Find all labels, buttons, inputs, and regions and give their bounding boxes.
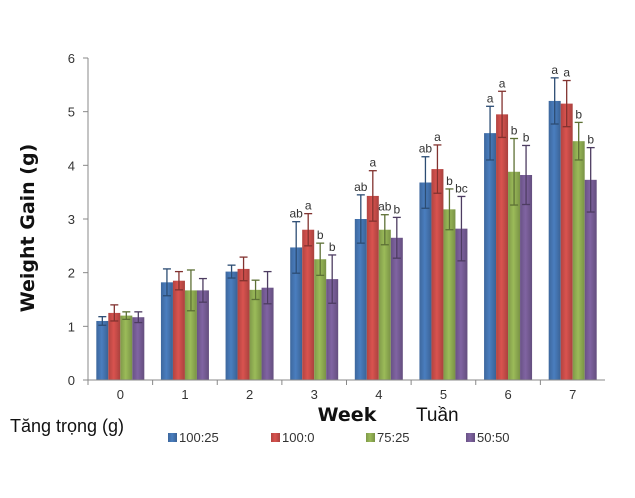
bar-100:0-week-4 <box>366 195 379 380</box>
bar-100:0-week-3 <box>302 229 315 380</box>
x-tick-label: 3 <box>311 387 318 402</box>
bar-50:50-week-2 <box>261 287 274 380</box>
significance-label-100:25-week-3: ab <box>290 207 304 221</box>
bar-75:25-week-7 <box>572 141 585 380</box>
y-tick-label: 3 <box>68 212 75 227</box>
bar-100:0-week-0 <box>108 312 121 380</box>
axes-layer: 0 1 2 3 4 5 6 7 0 1 2 3 4 5 6 <box>68 51 605 402</box>
x-tick-label: 7 <box>569 387 576 402</box>
x-tick-label: 4 <box>375 387 382 402</box>
y-axis-label: Weight Gain (g) <box>17 144 39 313</box>
x-axis-label-secondary: Tuần <box>416 405 459 426</box>
significance-label-75:25-week-7: b <box>575 107 582 121</box>
legend-label-75:25: 75:25 <box>377 430 410 445</box>
bar-100:25-week-4 <box>354 219 367 380</box>
bar-100:0-week-7 <box>560 103 573 380</box>
legend-label-100:0: 100:0 <box>282 430 315 445</box>
x-tick-label: 2 <box>246 387 253 402</box>
x-tick-label: 1 <box>181 387 188 402</box>
significance-label-100:25-week-4: ab <box>354 180 368 194</box>
legend: 100:25 100:0 75:25 50:50 <box>168 430 510 445</box>
legend-swatch-75:25 <box>366 433 375 442</box>
bar-100:0-week-6 <box>496 114 509 380</box>
bar-75:25-week-5 <box>443 209 456 380</box>
y-axis-label-secondary: Tăng trọng (g) <box>10 416 124 436</box>
significance-label-100:25-week-6: a <box>487 91 494 105</box>
legend-swatch-100:25 <box>168 433 177 442</box>
x-tick-label: 6 <box>504 387 511 402</box>
bar-50:50-week-0 <box>132 317 145 380</box>
significance-label-100:25-week-5: ab <box>419 142 433 156</box>
y-tick-label: 1 <box>68 319 75 334</box>
significance-label-75:25-week-4: ab <box>378 200 392 214</box>
significance-label-75:25-week-5: b <box>446 174 453 188</box>
y-tick-label: 0 <box>68 373 75 388</box>
bar-50:50-week-1 <box>196 290 209 380</box>
y-tick-label: 2 <box>68 266 75 281</box>
bar-100:25-week-2 <box>225 271 238 380</box>
bar-100:25-week-3 <box>290 247 303 380</box>
significance-label-100:0-week-6: a <box>499 76 506 90</box>
bar-100:25-week-1 <box>160 282 173 380</box>
y-tick-label: 4 <box>68 158 75 173</box>
bar-100:25-week-6 <box>484 133 497 380</box>
bar-75:25-week-4 <box>378 229 391 380</box>
significance-label-50:50-week-7: b <box>587 133 594 147</box>
bar-100:25-week-7 <box>548 100 561 380</box>
significance-label-100:0-week-3: a <box>305 199 312 213</box>
significance-label-100:0-week-7: a <box>563 66 570 80</box>
bar-75:25-week-3 <box>314 259 327 380</box>
bar-100:0-week-2 <box>237 268 250 380</box>
bar-50:50-week-7 <box>584 179 597 380</box>
bar-75:25-week-0 <box>120 315 133 380</box>
bar-75:25-week-2 <box>249 289 262 380</box>
legend-swatch-50:50 <box>466 433 475 442</box>
significance-label-100:0-week-4: a <box>369 156 376 170</box>
bar-50:50-week-6 <box>520 174 533 380</box>
significance-label-50:50-week-3: b <box>329 240 336 254</box>
y-tick-label: 6 <box>68 51 75 66</box>
significance-label-100:25-week-7: a <box>551 63 558 77</box>
significance-label-75:25-week-3: b <box>317 228 324 242</box>
bar-100:0-week-5 <box>431 169 444 380</box>
bar-75:25-week-1 <box>184 290 197 380</box>
x-tick-label: 0 <box>117 387 124 402</box>
bar-100:25-week-5 <box>419 182 432 380</box>
legend-label-100:25: 100:25 <box>179 430 219 445</box>
significance-label-75:25-week-6: b <box>511 124 518 138</box>
significance-label-100:0-week-5: a <box>434 130 441 144</box>
y-tick-label: 5 <box>68 105 75 120</box>
legend-swatch-100:0 <box>271 433 280 442</box>
bar-75:25-week-6 <box>508 171 521 380</box>
significance-label-50:50-week-5: bc <box>455 181 468 195</box>
bar-50:50-week-4 <box>390 237 403 380</box>
bar-100:25-week-0 <box>96 320 109 380</box>
x-axis-label: Week <box>318 404 377 426</box>
bar-50:50-week-3 <box>326 279 339 380</box>
bar-50:50-week-5 <box>455 228 468 380</box>
legend-label-50:50: 50:50 <box>477 430 510 445</box>
significance-label-50:50-week-6: b <box>523 130 530 144</box>
bar-100:0-week-1 <box>172 280 185 380</box>
significance-label-50:50-week-4: b <box>393 202 400 216</box>
x-tick-label: 5 <box>440 387 447 402</box>
